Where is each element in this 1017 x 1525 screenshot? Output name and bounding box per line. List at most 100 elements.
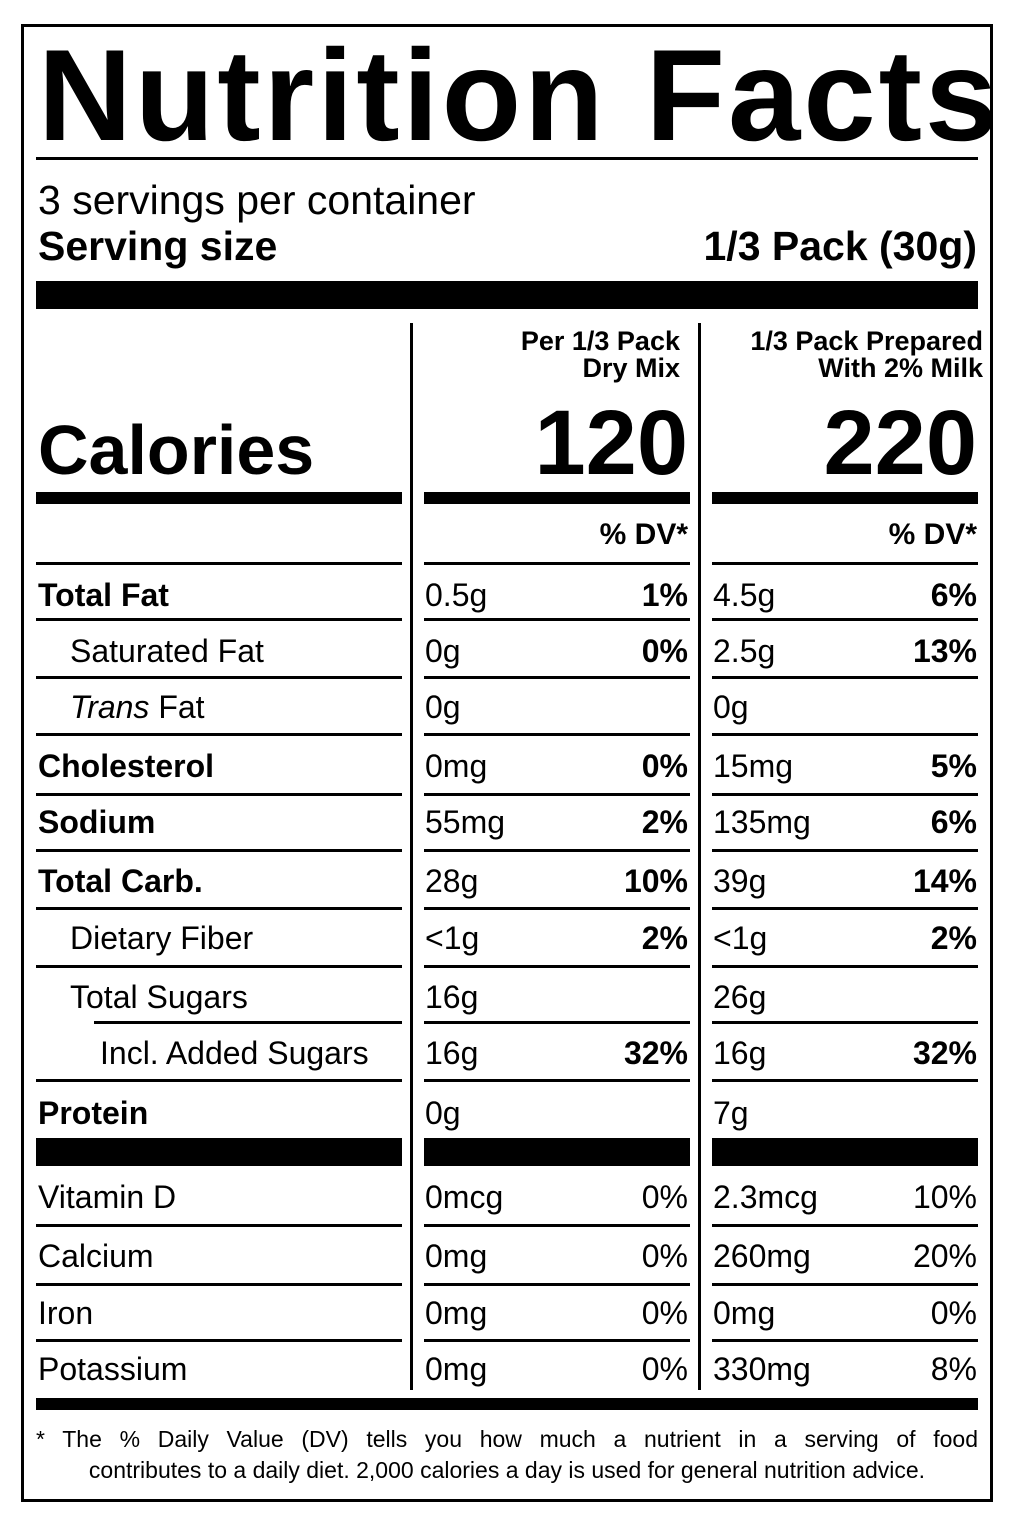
- amount-prepared: 135mg: [713, 804, 811, 840]
- vitamin-name: Vitamin D: [38, 1179, 177, 1215]
- vitamin-dv-dry: 0%: [641, 1351, 688, 1387]
- vitamin-divider-label: [36, 1224, 402, 1227]
- label-title: Nutrition Facts: [38, 22, 1001, 168]
- calories-bar-col2: [712, 492, 978, 504]
- vitamin-name: Calcium: [38, 1238, 154, 1274]
- row-divider-col1: [424, 562, 690, 565]
- amount-prepared: 15mg: [713, 748, 794, 784]
- row-divider-col1: [424, 793, 690, 796]
- vitamin-divider-label: [36, 1339, 402, 1342]
- amount-dry: 0mg: [425, 748, 488, 784]
- column-2-header-line2: With 2% Milk: [818, 353, 983, 383]
- vitamin-name: Iron: [38, 1295, 94, 1331]
- nutrient-name: Total Sugars: [70, 979, 248, 1015]
- dv-prepared: 6%: [930, 804, 977, 840]
- footnote-line1: * The % Daily Value (DV) tells you how m…: [36, 1426, 978, 1452]
- amount-dry: 0g: [425, 1095, 461, 1131]
- row-divider-col2: [712, 618, 978, 621]
- column-2-header-line1: 1/3 Pack Prepared: [750, 326, 983, 356]
- amount-prepared: 16g: [713, 1035, 767, 1071]
- row-divider-col1: [424, 676, 690, 679]
- row-divider-col1: [424, 733, 690, 736]
- vitamin-divider-col1: [424, 1224, 690, 1227]
- vitamin-thick-bar-col2: [712, 1138, 978, 1166]
- amount-dry: <1g: [425, 920, 480, 956]
- footnote-bar: [36, 1398, 978, 1410]
- row-divider-col1: [424, 907, 690, 910]
- column-1-header-line2: Dry Mix: [582, 353, 680, 383]
- nutrient-name-rest: Fat: [149, 689, 205, 725]
- vitamin-divider-label: [36, 1283, 402, 1286]
- row-divider-col1: [424, 965, 690, 968]
- amount-prepared: <1g: [713, 920, 768, 956]
- column-divider-2: [698, 323, 701, 1390]
- nutrient-name: Incl. Added Sugars: [100, 1035, 369, 1071]
- serving-thick-bar: [36, 281, 978, 309]
- nutrient-name: Trans Fat: [70, 689, 205, 725]
- vitamin-amount-dry: 0mcg: [425, 1179, 504, 1215]
- row-divider-col1: [424, 1079, 690, 1082]
- amount-dry: 16g: [425, 1035, 479, 1071]
- amount-dry: 0g: [425, 689, 461, 725]
- nutrient-name: Dietary Fiber: [70, 920, 254, 956]
- servings-per-container: 3 servings per container: [38, 177, 476, 223]
- vitamin-dv-dry: 0%: [641, 1295, 688, 1331]
- nutrient-name: Protein: [38, 1095, 149, 1131]
- vitamin-dv-prepared: 20%: [912, 1238, 977, 1274]
- amount-dry: 28g: [425, 863, 479, 899]
- vitamin-amount-prepared: 330mg: [713, 1351, 811, 1387]
- vitamin-dv-dry: 0%: [641, 1179, 688, 1215]
- row-divider-col1: [424, 618, 690, 621]
- dv-dry: 0%: [641, 633, 688, 669]
- column-1-header-line1: Per 1/3 Pack: [520, 326, 680, 356]
- row-divider-col2: [712, 793, 978, 796]
- dv-dry: 0%: [641, 748, 688, 784]
- vitamin-thick-bar-col1: [424, 1138, 690, 1166]
- nutrient-name: Sodium: [38, 804, 156, 840]
- calories-value-dry: 120: [534, 392, 689, 494]
- row-divider-col2: [712, 1079, 978, 1082]
- row-divider-col1: [424, 849, 690, 852]
- column-divider-1: [410, 323, 413, 1390]
- nutrient-name: Total Carb.: [38, 863, 203, 899]
- row-divider-label: [36, 733, 402, 736]
- column-2-header: 1/3 Pack Prepared With 2% Milk: [750, 328, 983, 382]
- dv-dry: 32%: [623, 1035, 688, 1071]
- row-divider-label: [36, 907, 402, 910]
- amount-prepared: 7g: [713, 1095, 749, 1131]
- vitamin-name: Potassium: [38, 1351, 188, 1387]
- vitamin-divider-col2: [712, 1283, 978, 1286]
- footnote: * The % Daily Value (DV) tells you how m…: [36, 1424, 978, 1486]
- row-divider-label: [36, 793, 402, 796]
- row-divider-label: [36, 676, 402, 679]
- column-1-header: Per 1/3 Pack Dry Mix: [521, 328, 680, 382]
- amount-dry: 0g: [425, 633, 461, 669]
- vitamin-divider-col2: [712, 1339, 978, 1342]
- vitamin-dv-prepared: 0%: [930, 1295, 977, 1331]
- vitamin-thick-bar-label: [36, 1138, 402, 1166]
- dv-prepared: 13%: [912, 633, 977, 669]
- row-divider-label: [94, 1021, 402, 1024]
- row-divider-label: [36, 965, 402, 968]
- vitamin-amount-dry: 0mg: [425, 1295, 488, 1331]
- amount-prepared: 4.5g: [713, 577, 776, 613]
- nutrition-label: [21, 24, 993, 1502]
- row-divider-col2: [712, 965, 978, 968]
- calories-bar-col1: [424, 492, 690, 504]
- row-divider-label: [36, 618, 402, 621]
- row-divider-col2: [712, 562, 978, 565]
- calories-label: Calories: [38, 411, 315, 489]
- row-divider-label: [36, 1079, 402, 1082]
- vitamin-divider-col1: [424, 1339, 690, 1342]
- amount-prepared: 2.5g: [713, 633, 776, 669]
- dv-prepared: 2%: [930, 920, 977, 956]
- amount-prepared: 39g: [713, 863, 767, 899]
- footnote-line2: contributes to a daily diet. 2,000 calor…: [88, 1457, 926, 1483]
- vitamin-amount-prepared: 260mg: [713, 1238, 811, 1274]
- amount-prepared: 26g: [713, 979, 767, 1015]
- row-divider-col2: [712, 907, 978, 910]
- dv-dry: 2%: [641, 920, 688, 956]
- vitamin-divider-col2: [712, 1224, 978, 1227]
- nutrient-name: Saturated Fat: [70, 633, 264, 669]
- dv-dry: 10%: [623, 863, 688, 899]
